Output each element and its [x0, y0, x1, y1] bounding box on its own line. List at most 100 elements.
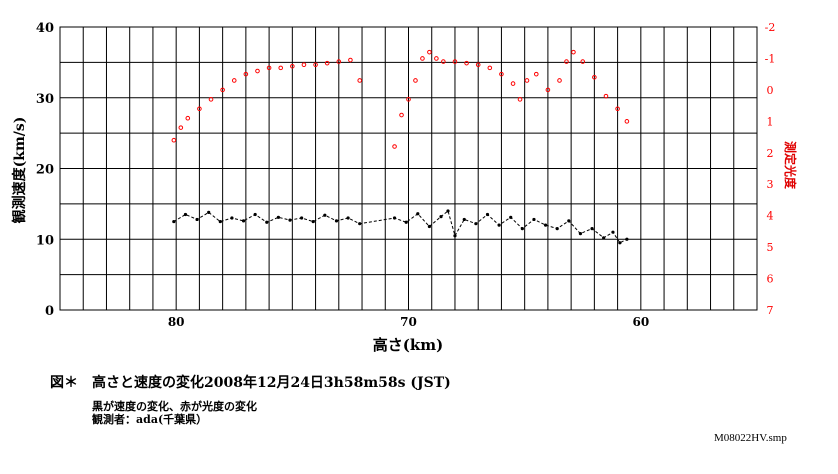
velocity-point — [265, 220, 269, 224]
magnitude-point — [348, 57, 353, 63]
magnitude-point — [533, 71, 539, 77]
velocity-point — [323, 213, 327, 217]
y-axis-right: -2 -1 0 1 2 3 4 5 6 7 — [765, 21, 776, 317]
velocity-point — [358, 222, 362, 226]
magnitude-point — [487, 65, 493, 71]
y2-tick-label: 1 — [767, 115, 774, 128]
velocity-point — [567, 219, 571, 223]
velocity-line — [173, 210, 628, 244]
magnitude-point — [427, 49, 432, 55]
velocity-point — [578, 231, 583, 236]
y2-tick-label: 2 — [767, 147, 774, 160]
magnitude-point — [517, 97, 523, 102]
magnitude-point — [197, 106, 202, 112]
velocity-point — [611, 230, 615, 234]
x-axis: 80 70 60 — [168, 315, 649, 329]
velocity-point — [288, 218, 292, 222]
magnitude-point — [475, 62, 481, 68]
velocity-series — [172, 209, 629, 245]
magnitude-point — [413, 78, 418, 83]
magnitude-point — [324, 60, 330, 66]
y2-tick-label: 4 — [767, 210, 774, 223]
magnitude-point — [185, 115, 191, 121]
magnitude-point — [510, 81, 516, 86]
magnitude-point — [524, 78, 530, 83]
magnitude-point — [406, 97, 411, 102]
velocity-point — [509, 215, 513, 219]
y-tick-label: 30 — [36, 92, 54, 107]
velocity-point — [520, 227, 524, 231]
velocity-point — [207, 210, 211, 214]
magnitude-point — [499, 71, 504, 77]
magnitude-point — [313, 62, 318, 68]
y-tick-label: 0 — [45, 304, 54, 319]
magnitude-point — [434, 56, 439, 61]
magnitude-point — [392, 144, 397, 149]
velocity-point — [602, 236, 606, 240]
y2-tick-label: 7 — [767, 304, 774, 317]
velocity-point — [497, 223, 501, 227]
plot-frame — [59, 26, 758, 311]
velocity-point — [462, 217, 466, 222]
velocity-point — [532, 217, 536, 222]
velocity-point — [230, 216, 234, 220]
magnitude-point — [243, 71, 249, 77]
x-tick-label: 70 — [400, 315, 417, 329]
x-tick-label: 60 — [632, 315, 649, 329]
magnitude-point — [399, 112, 404, 118]
velocity-point — [218, 219, 222, 224]
magnitude-point — [557, 78, 562, 83]
velocity-point — [439, 215, 443, 219]
magnitude-point — [571, 49, 576, 55]
magnitude-point — [452, 59, 458, 64]
velocity-point — [183, 212, 188, 217]
magnitude-point — [545, 87, 551, 93]
magnitude-point — [290, 64, 295, 69]
magnitude-series — [171, 49, 630, 149]
velocity-point — [253, 212, 257, 217]
velocity-point — [474, 222, 478, 226]
velocity-point — [346, 216, 350, 220]
magnitude-point — [464, 60, 469, 66]
magnitude-point — [231, 78, 237, 83]
magnitude-point — [592, 75, 597, 80]
x-axis-label: 高さ(km) — [373, 336, 443, 354]
velocity-point — [404, 220, 408, 224]
velocity-point — [172, 219, 176, 224]
velocity-point — [555, 227, 559, 231]
velocity-point — [311, 219, 315, 224]
magnitude-point — [278, 65, 284, 71]
magnitude-point — [441, 59, 446, 64]
velocity-point — [195, 217, 199, 222]
x-tick-label: 80 — [168, 315, 185, 329]
file-name: M08022HV.smp — [714, 432, 787, 444]
velocity-point — [334, 219, 339, 223]
y2-tick-label: -1 — [765, 52, 776, 65]
magnitude-point — [420, 56, 425, 61]
magnitude-point — [178, 125, 184, 130]
y-tick-label: 10 — [36, 233, 54, 248]
magnitude-point — [266, 65, 272, 71]
magnitude-point — [220, 87, 225, 93]
velocity-point — [618, 241, 622, 245]
y-tick-label: 40 — [36, 21, 54, 36]
velocity-point — [427, 224, 432, 229]
velocity-point — [416, 212, 420, 216]
velocity-point — [485, 212, 490, 217]
velocity-point — [453, 234, 457, 238]
velocity-point — [625, 237, 629, 241]
y2-axis-label: 測定光度 — [783, 141, 798, 190]
velocity-point — [543, 223, 548, 227]
velocity-point — [446, 209, 450, 213]
y2-tick-label: 0 — [767, 84, 774, 97]
magnitude-point — [255, 68, 260, 74]
velocity-point — [392, 216, 397, 220]
magnitude-point — [301, 62, 307, 68]
y-tick-label: 20 — [36, 163, 54, 178]
observer-note: 観測者：ada(千葉県） — [92, 413, 208, 426]
legend-note-colors: 黒が速度の変化、赤が光度の変化 — [92, 400, 257, 413]
velocity-point — [590, 227, 594, 231]
magnitude-point — [564, 59, 569, 64]
y2-tick-label: 5 — [767, 241, 774, 254]
